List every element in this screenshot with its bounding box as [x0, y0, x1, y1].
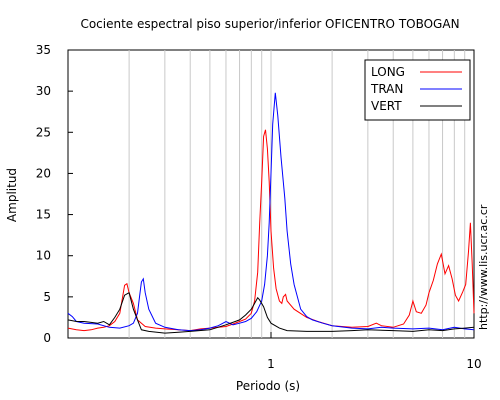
legend: LONG TRAN VERT — [364, 59, 471, 121]
y-tick-label: 25 — [36, 125, 51, 139]
y-tick-label: 20 — [36, 166, 51, 180]
series-line-long — [67, 129, 475, 332]
y-tick-label: 10 — [36, 249, 51, 263]
y-tick-label: 15 — [36, 208, 51, 222]
x-axis-ticks: 1 10 — [267, 332, 482, 371]
x-tick-label: 10 — [466, 357, 481, 371]
x-tick-label: 1 — [267, 357, 275, 371]
series-lines — [67, 92, 475, 334]
y-axis-ticks: 0 5 10 15 20 25 30 35 — [36, 43, 73, 345]
source-url: http://www.lis.ucr.ac.cr — [477, 204, 490, 330]
legend-box — [364, 59, 471, 121]
y-tick-label: 5 — [43, 290, 51, 304]
y-tick-label: 0 — [43, 331, 51, 345]
x-axis-label: Periodo (s) — [236, 379, 300, 393]
y-tick-label: 30 — [36, 84, 51, 98]
series-line-tran — [67, 92, 475, 332]
series-line-vert — [67, 291, 475, 334]
chart-title: Cociente espectral piso superior/inferio… — [80, 17, 459, 31]
legend-label-long: LONG — [371, 65, 405, 79]
legend-label-tran: TRAN — [370, 82, 403, 96]
y-axis-label: Amplitud — [5, 168, 19, 222]
legend-label-vert: VERT — [371, 99, 402, 113]
y-tick-label: 35 — [36, 43, 51, 57]
